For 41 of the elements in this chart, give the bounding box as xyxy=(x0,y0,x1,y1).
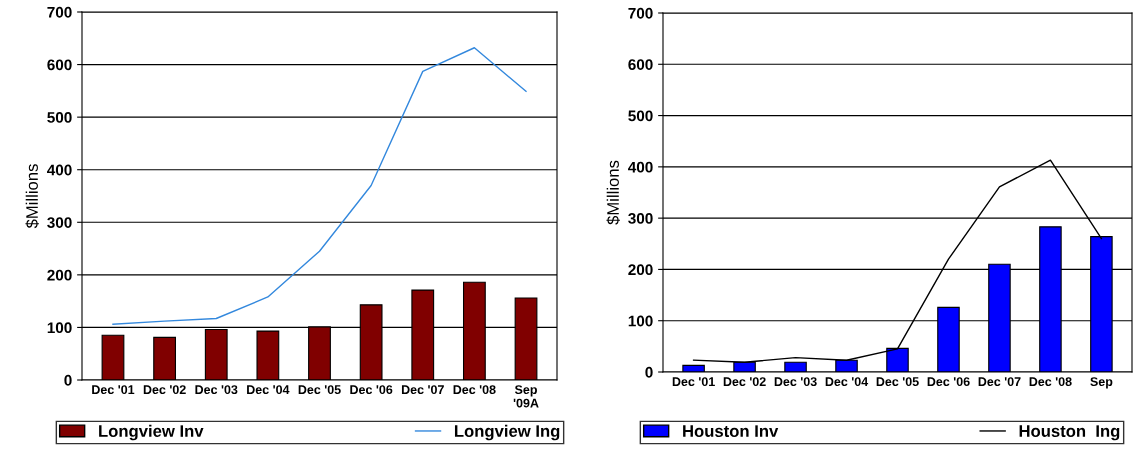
y-tick-label: 700 xyxy=(628,7,653,19)
legend-label: Houston Ing xyxy=(1019,425,1120,441)
x-tick-label: Dec '05 xyxy=(298,385,341,395)
x-tick-label: Sep '09A xyxy=(513,385,539,408)
y-tick-label: 700 xyxy=(47,6,72,18)
y-tick-label: 500 xyxy=(628,110,653,122)
y-tick-label: 400 xyxy=(47,164,72,176)
x-tick-label: Dec '04 xyxy=(247,385,290,395)
y-tick-label: 300 xyxy=(47,217,72,228)
x-tick-label: Dec '06 xyxy=(927,377,970,387)
x-tick-label: Dec '03 xyxy=(774,377,817,387)
y-tick-label: 200 xyxy=(47,269,72,281)
x-tick-label: Dec '07 xyxy=(978,377,1021,387)
x-tick-label: Dec '06 xyxy=(350,385,393,395)
line-series xyxy=(112,47,527,325)
x-tick-label: Dec '02 xyxy=(143,385,186,395)
legend-label: Longview Inv xyxy=(99,424,204,441)
x-tick-label: Dec '02 xyxy=(723,377,766,387)
y-tick-label: 500 xyxy=(47,112,72,123)
x-tick-label: Dec '08 xyxy=(1029,377,1072,387)
y-tick-label: 600 xyxy=(47,59,72,71)
y-tick-label: 600 xyxy=(628,59,653,70)
y-tick-label: 0 xyxy=(64,374,72,386)
legend-label: Houston Inv xyxy=(683,425,779,437)
x-tick-label: Dec '01 xyxy=(92,385,135,395)
x-tick-label: Dec '05 xyxy=(876,377,919,387)
y-tick-label: 100 xyxy=(628,315,653,327)
y-tick-label: 100 xyxy=(47,322,72,334)
x-tick-label: Dec '07 xyxy=(401,385,444,395)
y-axis-title: $Millions xyxy=(25,164,39,229)
legend-label: Longview Ing xyxy=(454,424,560,441)
x-tick-label: Sep xyxy=(1090,377,1113,389)
x-tick-label: Dec '01 xyxy=(672,377,715,387)
y-tick-label: 200 xyxy=(628,264,653,276)
y-tick-label: 0 xyxy=(645,366,653,378)
y-axis-title: $Millions xyxy=(606,160,620,225)
x-tick-label: Dec '04 xyxy=(825,377,869,387)
y-tick-label: 400 xyxy=(628,161,653,173)
y-tick-label: 300 xyxy=(628,213,653,224)
x-tick-label: Dec '08 xyxy=(453,385,496,395)
x-tick-label: Dec '03 xyxy=(195,385,238,395)
